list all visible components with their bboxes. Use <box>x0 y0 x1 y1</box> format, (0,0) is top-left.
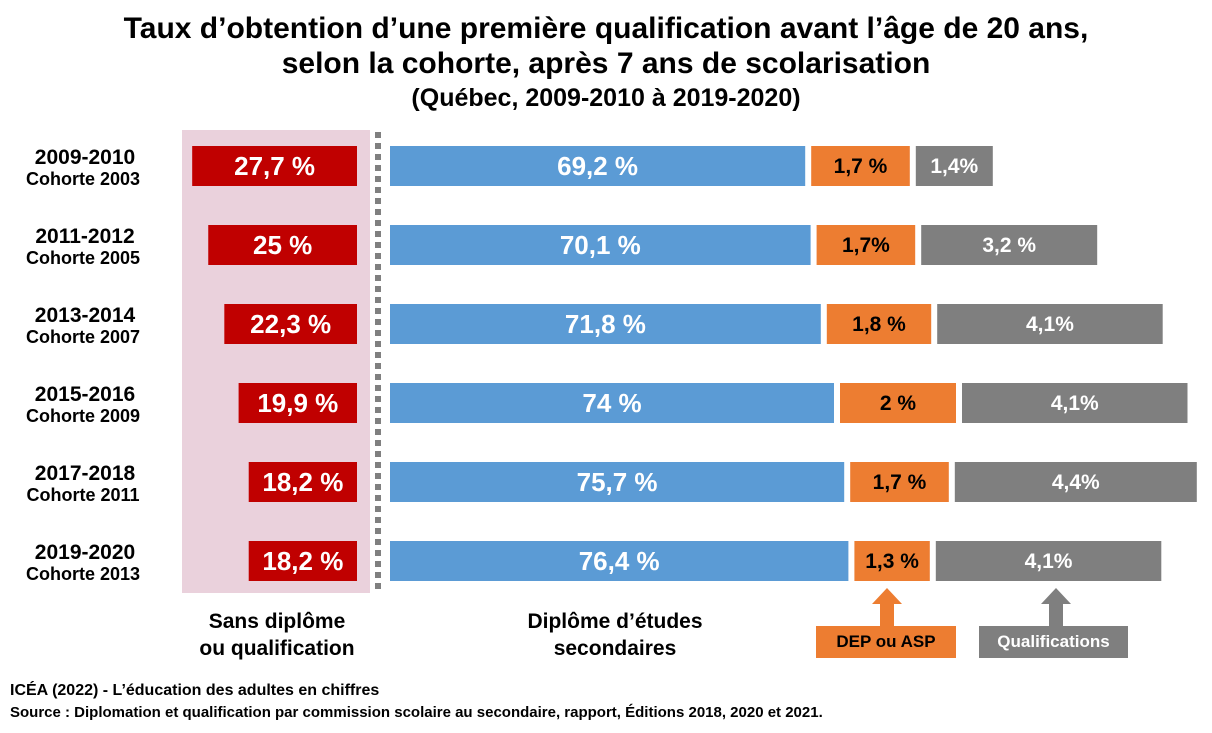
bar-sans-diplome <box>192 146 357 186</box>
data-label-sans-diplome: 27,7 % <box>234 151 315 181</box>
chart-title: Taux d’obtention d’une première qualific… <box>123 12 1089 45</box>
data-label-qualifications: 4,1% <box>1025 550 1073 573</box>
data-label-des: 74 % <box>582 388 641 418</box>
data-label-des: 69,2 % <box>557 151 638 181</box>
category-year-label: 2011-2012 <box>35 225 134 248</box>
data-label-dep-asp: 1,7 % <box>834 155 888 178</box>
data-label-qualifications: 1,4% <box>930 155 978 178</box>
category-cohort-label: Cohorte 2009 <box>26 406 140 426</box>
bar-des <box>390 225 811 265</box>
bar-sans-diplome <box>248 541 357 581</box>
bar-dep-asp <box>854 541 930 581</box>
bar-des <box>390 541 849 581</box>
data-label-qualifications: 4,4% <box>1052 471 1100 494</box>
des-caption: Diplôme d’études secondaires <box>490 608 740 662</box>
bar-sans-diplome <box>248 462 357 502</box>
category-year-label: 2015-2016 <box>35 383 135 406</box>
data-label-qualifications: 3,2 % <box>982 234 1036 257</box>
source-line1: ICÉA (2022) - L’éducation des adultes en… <box>10 682 380 699</box>
data-label-des: 76,4 % <box>579 546 660 576</box>
bar-des <box>390 146 806 186</box>
bar-qualifications <box>937 304 1163 344</box>
data-label-des: 70,1 % <box>560 230 641 260</box>
category-year-label: 2017-2018 <box>35 462 136 485</box>
sans-diplome-caption: Sans diplôme ou qualification <box>172 608 382 662</box>
bar-qualifications <box>915 146 993 186</box>
category-cohort-label: Cohorte 2013 <box>26 564 140 584</box>
bar-dep-asp <box>840 383 956 423</box>
bar-dep-asp <box>811 146 910 186</box>
data-label-qualifications: 4,1% <box>1026 313 1074 336</box>
data-label-sans-diplome: 18,2 % <box>262 467 343 497</box>
bar-dep-asp <box>850 462 949 502</box>
data-label-qualifications: 4,1% <box>1051 392 1099 415</box>
chart-title-line2: selon la cohorte, après 7 ans de scolari… <box>281 47 931 80</box>
qualifications-tag: Qualifications <box>979 626 1128 658</box>
source-line2: Source : Diplomation et qualification pa… <box>10 704 823 721</box>
bar-qualifications <box>935 541 1162 581</box>
category-cohort-label: Cohorte 2005 <box>26 248 140 268</box>
bar-des <box>390 304 821 344</box>
sans-panel-background <box>182 130 370 593</box>
sans-caption-line2: ou qualification <box>199 637 355 660</box>
data-label-sans-diplome: 25 % <box>253 230 312 260</box>
category-cohort-label: Cohorte 2011 <box>26 485 139 505</box>
data-label-sans-diplome: 22,3 % <box>250 309 331 339</box>
sans-caption-line1: Sans diplôme <box>208 610 346 633</box>
bar-sans-diplome <box>224 304 357 344</box>
category-cohort-label: Cohorte 2003 <box>26 169 140 189</box>
data-label-sans-diplome: 18,2 % <box>262 546 343 576</box>
category-year-label: 2009-2010 <box>35 146 135 169</box>
data-label-dep-asp: 1,8 % <box>852 313 906 336</box>
category-cohort-label: Cohorte 2007 <box>26 327 140 347</box>
data-label-dep-asp: 1,7 % <box>873 471 927 494</box>
des-caption-line1: Diplôme d’études <box>527 610 703 633</box>
bar-sans-diplome <box>208 225 357 265</box>
data-label-sans-diplome: 19,9 % <box>257 388 338 418</box>
bar-des <box>390 383 834 423</box>
bar-qualifications <box>921 225 1098 265</box>
data-label-des: 75,7 % <box>577 467 658 497</box>
chart-subtitle: (Québec, 2009-2010 à 2019-2020) <box>411 84 801 112</box>
dep-arrow-icon <box>872 588 902 626</box>
bar-dep-asp <box>826 304 932 344</box>
data-label-des: 71,8 % <box>565 309 646 339</box>
bar-des <box>390 462 845 502</box>
category-year-label: 2019-2020 <box>35 541 135 564</box>
bar-qualifications <box>962 383 1188 423</box>
bar-qualifications <box>954 462 1197 502</box>
category-year-label: 2013-2014 <box>35 304 136 327</box>
data-label-dep-asp: 2 % <box>880 392 917 415</box>
dep-tag: DEP ou ASP <box>816 626 956 658</box>
qual-arrow-icon <box>1041 588 1071 626</box>
data-label-dep-asp: 1,3 % <box>865 550 919 573</box>
des-caption-line2: secondaires <box>553 637 677 660</box>
data-label-dep-asp: 1,7% <box>842 234 890 257</box>
bar-dep-asp <box>816 225 916 265</box>
bar-sans-diplome <box>238 383 357 423</box>
